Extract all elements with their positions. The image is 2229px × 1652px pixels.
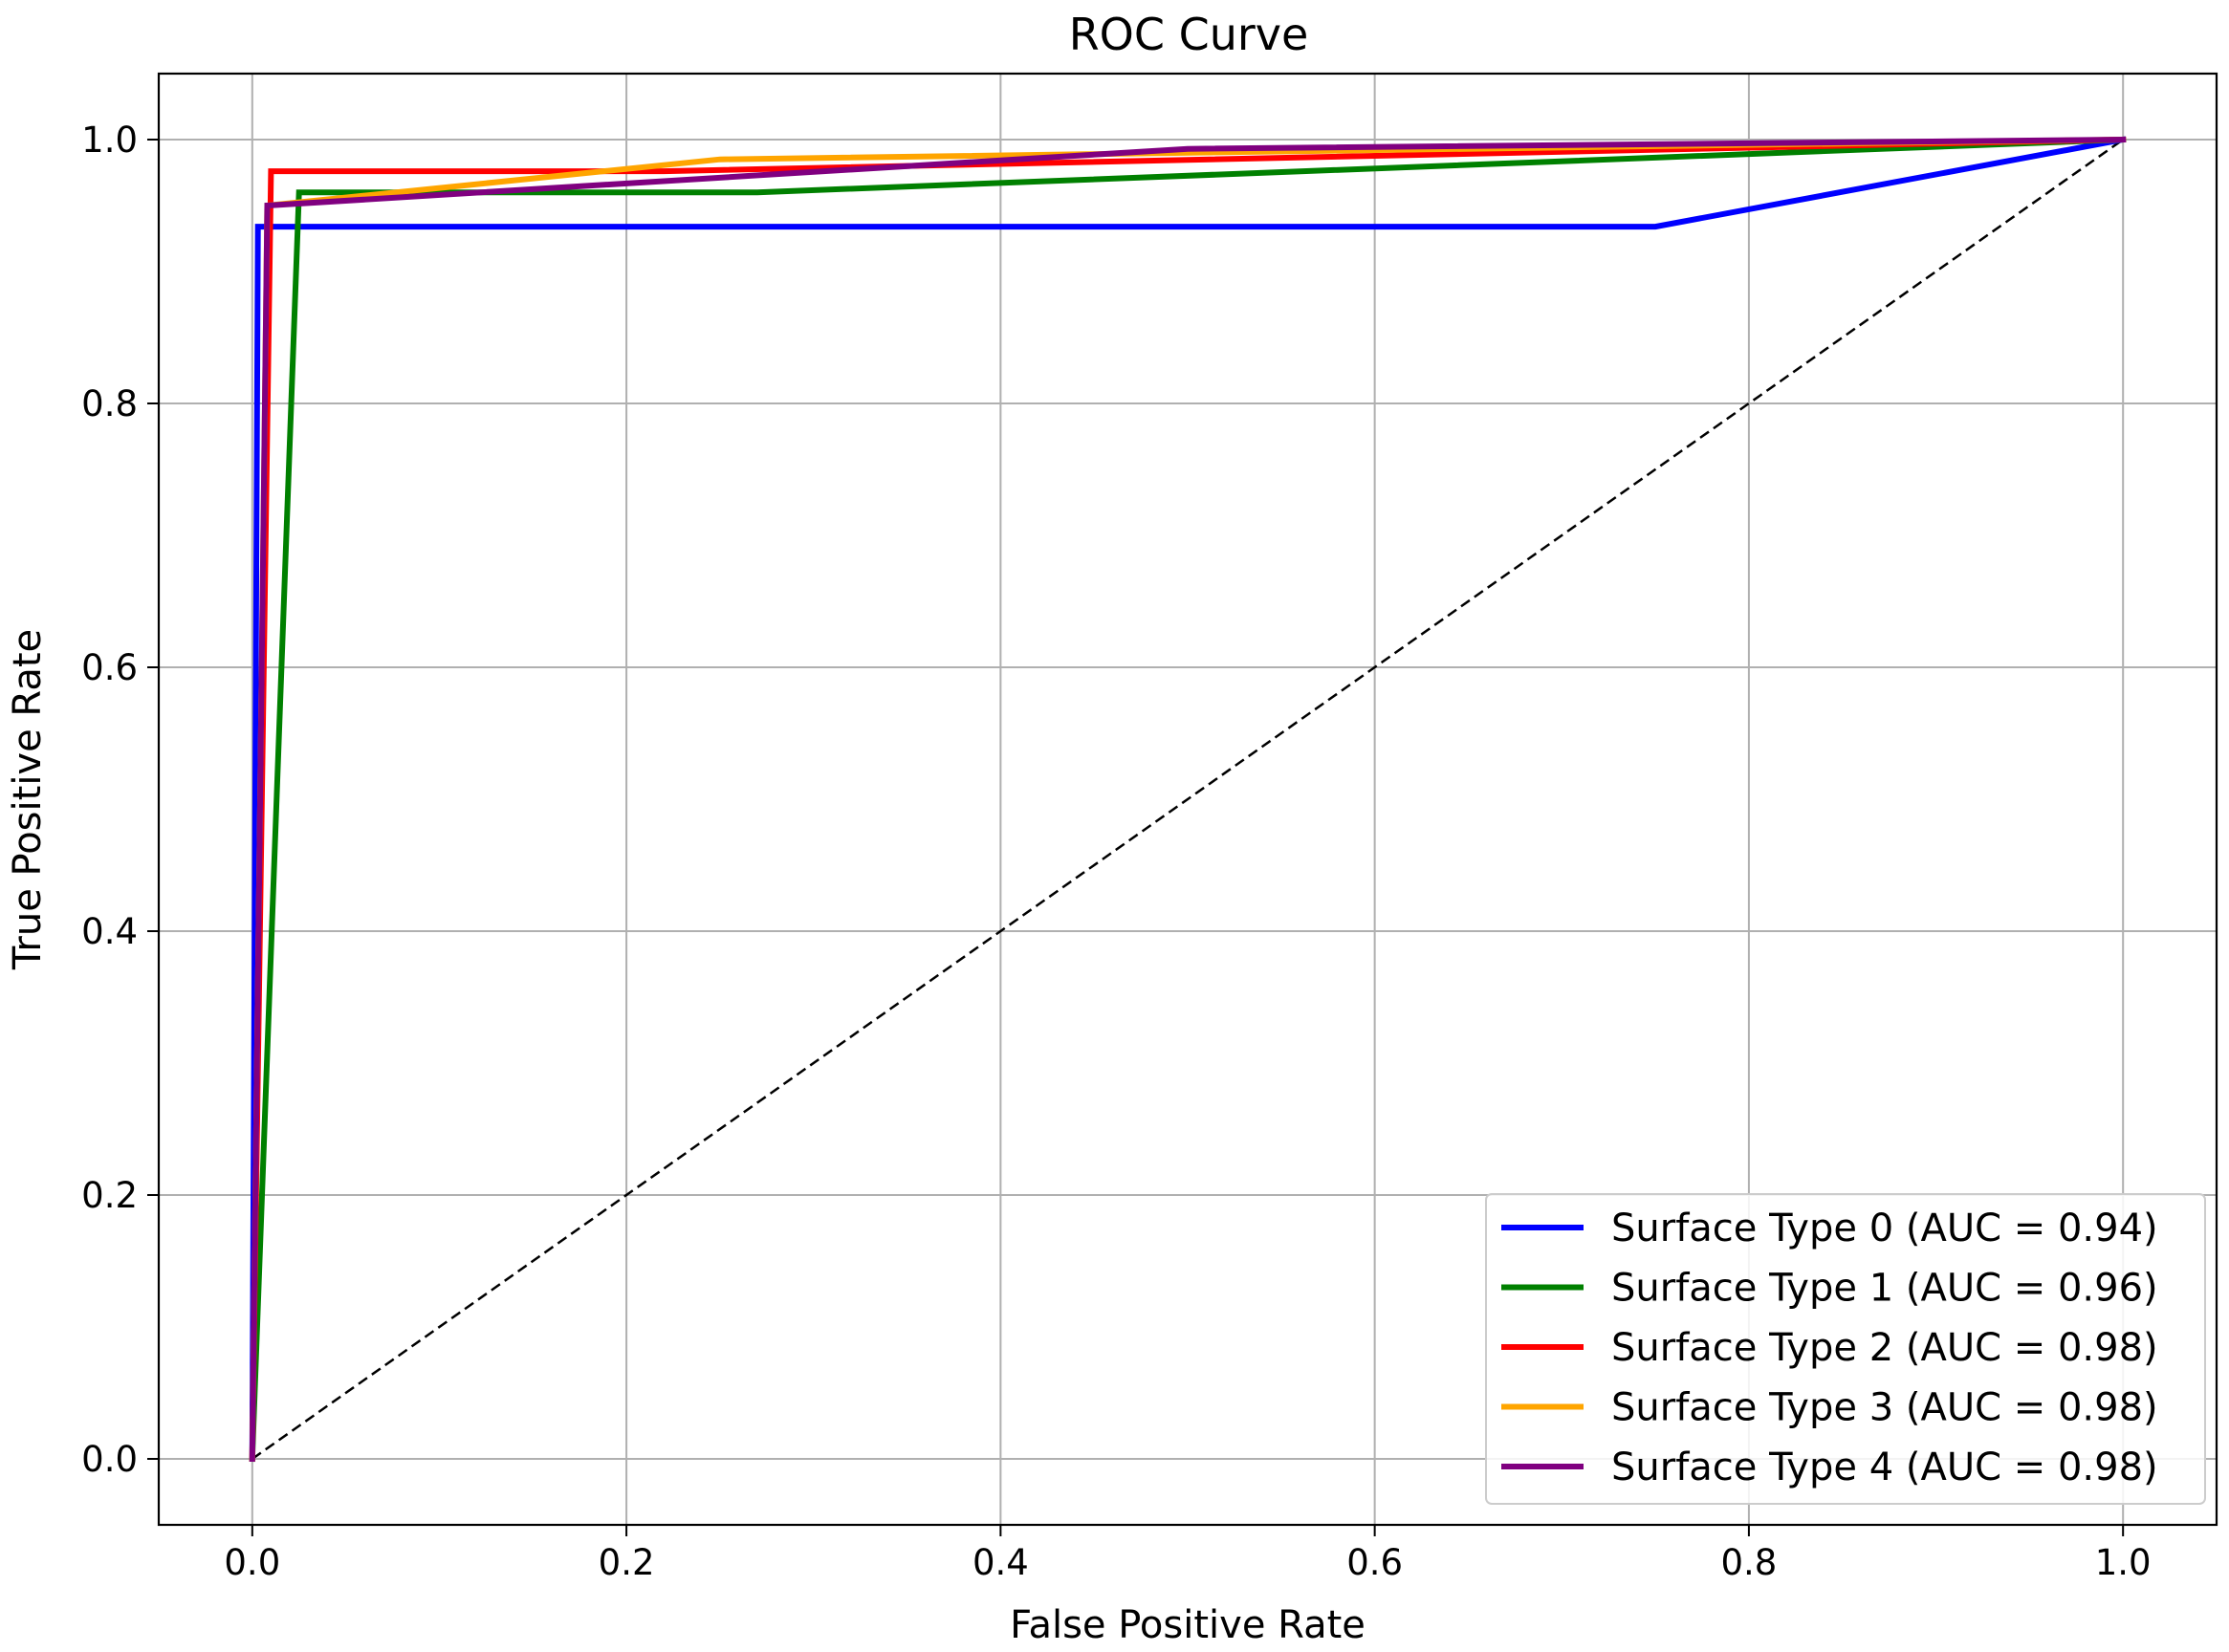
- x-axis-label: False Positive Rate: [1010, 1603, 1366, 1647]
- y-tick-label: 0.0: [81, 1439, 138, 1480]
- series-line-0: [249, 136, 2127, 1463]
- plot-frame: [157, 72, 2218, 1527]
- series-line-4: [249, 136, 2127, 1463]
- reference-diagonal-line: [251, 138, 2124, 1461]
- legend-label-3: Surface Type 3 (AUC = 0.98): [1611, 1386, 2158, 1430]
- y-tick-label: 0.2: [81, 1175, 138, 1216]
- y-tick-label: 0.4: [81, 911, 138, 952]
- legend-label-2: Surface Type 2 (AUC = 0.98): [1611, 1326, 2158, 1370]
- series-group: [249, 136, 2127, 1463]
- x-tick-label: 0.6: [1346, 1542, 1403, 1583]
- legend-box: [1485, 1193, 2206, 1505]
- y-tick-label: 0.6: [81, 647, 138, 688]
- y-tick-label: 1.0: [81, 120, 138, 161]
- x-tick-label: 0.0: [224, 1542, 280, 1583]
- legend: Surface Type 0 (AUC = 0.94) Surface Type …: [1485, 1193, 2206, 1505]
- ticks: 0.0 0.2 0.4 0.6 0.8 1.0 0.0 0.2 0.4 0.6 0.8 1.0: [81, 120, 2151, 1583]
- legend-label-4: Surface Type 4 (AUC = 0.98): [1611, 1446, 2158, 1489]
- reference-line-group: [251, 138, 2124, 1461]
- y-axis-label: True Positive Rate: [6, 629, 50, 970]
- series-line-1: [249, 136, 2127, 1463]
- chart-title: ROC Curve: [1069, 9, 1309, 60]
- x-tick-label: 0.2: [599, 1542, 655, 1583]
- x-tick-label: 1.0: [2095, 1542, 2152, 1583]
- legend-label-1: Surface Type 1 (AUC = 0.96): [1611, 1267, 2158, 1311]
- grid: [159, 74, 2217, 1525]
- legend-label-0: Surface Type 0 (AUC = 0.94): [1611, 1206, 2158, 1250]
- x-tick-label: 0.4: [972, 1542, 1029, 1583]
- y-tick-label: 0.8: [81, 383, 138, 424]
- x-tick-label: 0.8: [1720, 1542, 1777, 1583]
